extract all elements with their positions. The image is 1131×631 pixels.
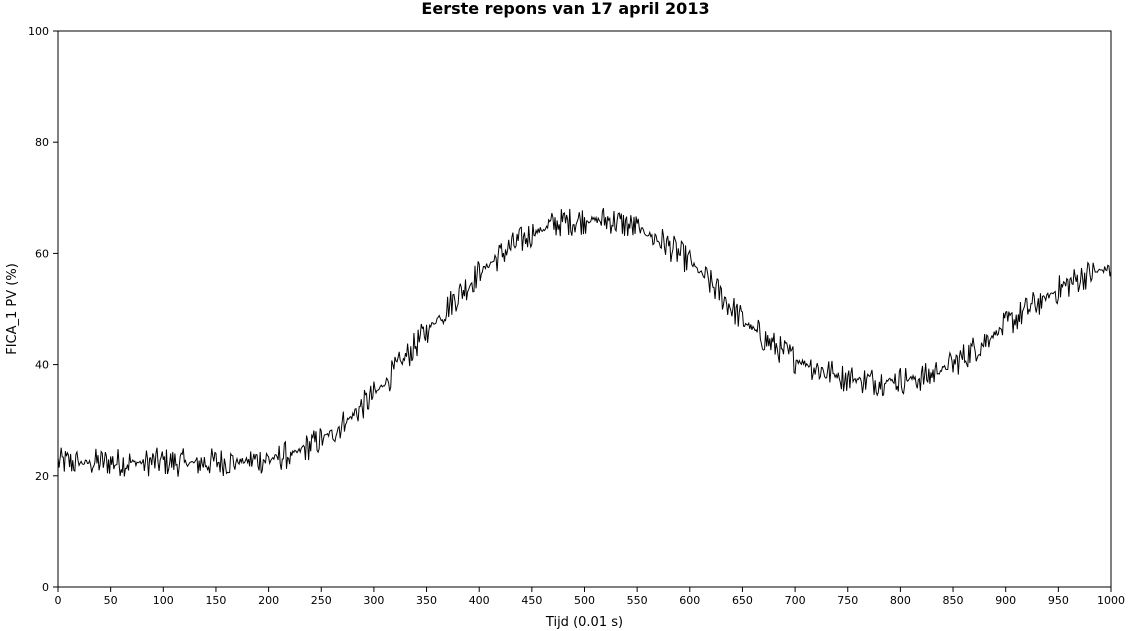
x-tick-label: 300 [363, 594, 384, 607]
series-line [57, 208, 1112, 477]
x-tick-label: 500 [574, 594, 595, 607]
x-tick-label: 1000 [1097, 594, 1125, 607]
y-tick-label: 40 [35, 359, 49, 372]
x-tick-label: 250 [311, 594, 332, 607]
x-tick-label: 800 [890, 594, 911, 607]
x-tick-label: 900 [995, 594, 1016, 607]
y-tick-label: 20 [35, 470, 49, 483]
x-tick-label: 700 [785, 594, 806, 607]
y-tick-label: 100 [28, 25, 49, 38]
x-tick-label: 950 [1048, 594, 1069, 607]
x-tick-label: 750 [837, 594, 858, 607]
x-tick-label: 200 [258, 594, 279, 607]
x-tick-label: 850 [943, 594, 964, 607]
x-tick-label: 100 [153, 594, 174, 607]
y-tick-label: 80 [35, 136, 49, 149]
y-axis-label: FICA_1 PV (%) [5, 263, 20, 355]
y-tick-label: 0 [42, 581, 49, 594]
x-tick-label: 50 [104, 594, 118, 607]
chart-title: Eerste repons van 17 april 2013 [421, 0, 710, 18]
tick-group: 0 50 100 150 200 250 300 350 400 450 500 550 600 650 7… [28, 25, 1125, 607]
x-tick-label: 450 [521, 594, 542, 607]
plot-frame [57, 30, 1112, 588]
x-tick-label: 400 [469, 594, 490, 607]
x-tick-label: 350 [416, 594, 437, 607]
x-tick-label: 0 [55, 594, 62, 607]
x-tick-label: 150 [205, 594, 226, 607]
y-tick-label: 60 [35, 247, 49, 260]
x-tick-label: 600 [679, 594, 700, 607]
x-tick-label: 550 [627, 594, 648, 607]
x-axis-label: Tijd (0.01 s) [545, 615, 623, 630]
x-tick-label: 650 [732, 594, 753, 607]
